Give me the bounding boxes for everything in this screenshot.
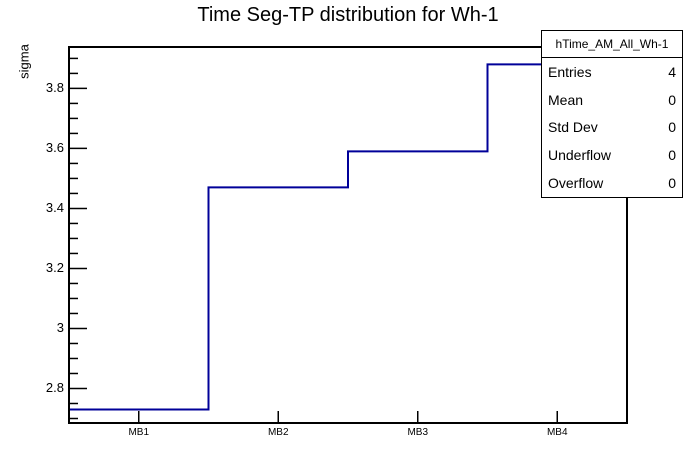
- y-tick-label: 3.6: [45, 140, 64, 156]
- stats-label: Entries: [548, 63, 592, 80]
- y-tick-label: 3: [56, 320, 64, 336]
- stats-value: 0: [668, 91, 676, 108]
- plot-frame: [68, 46, 628, 424]
- y-tick-label: 3.2: [45, 260, 64, 276]
- stats-value: 0: [668, 175, 676, 192]
- x-tick-label: MB2: [267, 427, 289, 438]
- stats-value: 4: [668, 63, 676, 80]
- stats-row-mean: Mean 0: [542, 86, 682, 114]
- chart-title: Time Seg-TP distribution for Wh-1: [197, 4, 499, 26]
- y-tick-label: 3.8: [45, 80, 64, 96]
- stats-label: Std Dev: [548, 119, 598, 136]
- stats-row-overflow: Overflow 0: [542, 169, 682, 197]
- stats-box-title: hTime_AM_All_Wh-1: [542, 31, 682, 58]
- stats-row-underflow: Underflow 0: [542, 141, 682, 169]
- x-tick-label: MB4: [546, 427, 568, 438]
- x-tick-label: MB1: [128, 427, 150, 438]
- stats-label: Underflow: [548, 147, 612, 164]
- y-tick-label: 3.4: [45, 200, 64, 216]
- stats-row-std-dev: Std Dev 0: [542, 114, 682, 142]
- stats-value: 0: [668, 119, 676, 136]
- y-tick-label: 2.8: [45, 380, 64, 396]
- stats-row-entries: Entries 4: [542, 58, 682, 86]
- x-tick-label: MB3: [407, 427, 429, 438]
- stats-box-rows: Entries 4 Mean 0 Std Dev 0 Underflow 0 Overflow 0: [542, 58, 682, 197]
- stats-box[interactable]: hTime_AM_All_Wh-1 Entries 4 Mean 0 Std Dev 0 U…: [541, 30, 683, 198]
- stats-label: Overflow: [548, 175, 604, 192]
- stats-label: Mean: [548, 91, 584, 108]
- stats-value: 0: [668, 147, 676, 164]
